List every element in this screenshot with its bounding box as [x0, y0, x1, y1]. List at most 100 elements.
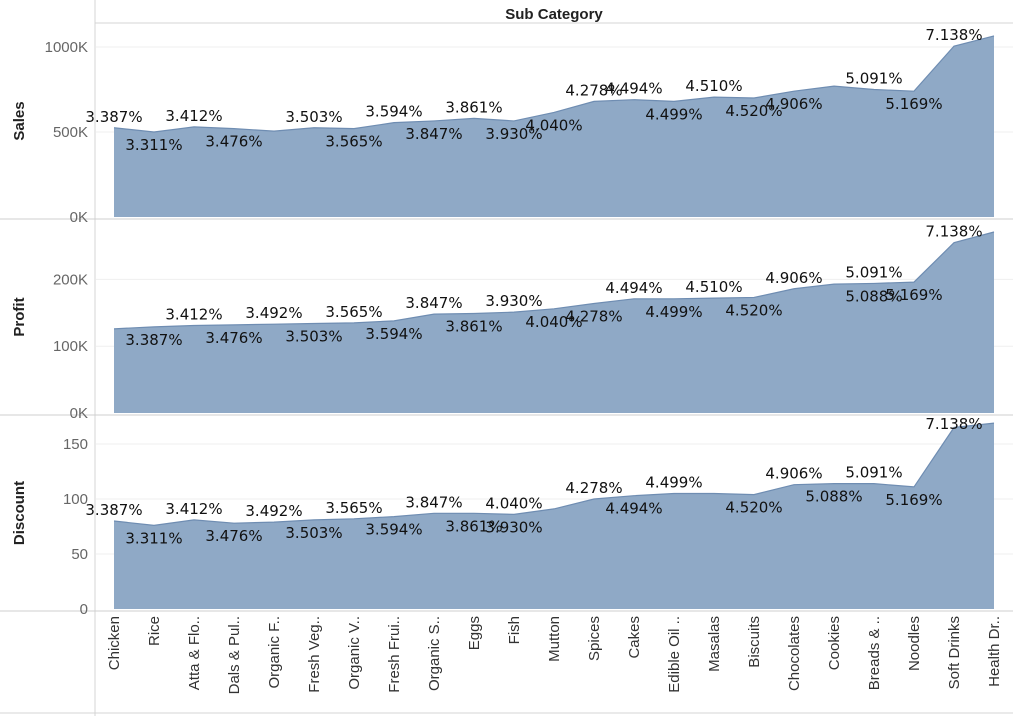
y-tick-label: 100K: [53, 338, 88, 355]
data-label: 3.311%: [125, 136, 182, 154]
x-tick-label: Rice: [146, 616, 163, 646]
y-tick-label: 200K: [53, 271, 88, 288]
x-tick-label: Biscuits: [746, 616, 763, 668]
data-label: 3.847%: [405, 125, 462, 143]
data-label: 4.520%: [725, 301, 782, 319]
data-label: 5.091%: [845, 263, 902, 281]
data-label: 5.169%: [885, 491, 942, 509]
x-tick-label: Organic V..: [346, 616, 363, 690]
data-label: 4.510%: [685, 77, 742, 95]
y-axis-title: Profit: [11, 297, 28, 336]
data-label: 4.520%: [725, 499, 782, 517]
data-label: 7.138%: [925, 26, 982, 44]
data-label: 3.387%: [85, 501, 142, 519]
data-label: 7.138%: [925, 415, 982, 433]
data-label: 3.594%: [365, 325, 422, 343]
y-tick-label: 0K: [70, 209, 88, 226]
data-label: 3.594%: [365, 521, 422, 539]
data-label: 3.861%: [445, 317, 502, 335]
x-tick-label: Atta & Flo..: [186, 616, 203, 690]
data-label: 3.503%: [285, 524, 342, 542]
y-tick-label: 150: [63, 436, 88, 453]
x-tick-label: Cakes: [626, 616, 643, 659]
data-label: 4.494%: [605, 500, 662, 518]
data-label: 4.499%: [645, 474, 702, 492]
data-label: 5.091%: [845, 70, 902, 88]
x-tick-label: Chicken: [106, 616, 123, 670]
area-series-line: [113, 35, 995, 133]
x-tick-label: Noodles: [906, 616, 923, 671]
data-label: 4.906%: [765, 465, 822, 483]
chart-title: Sub Category: [505, 6, 603, 23]
data-label: 3.594%: [365, 103, 422, 121]
area-series-line: [113, 422, 995, 527]
data-label: 4.520%: [725, 102, 782, 120]
data-label: 3.387%: [125, 331, 182, 349]
data-label: 3.847%: [405, 493, 462, 511]
data-label: 5.169%: [885, 95, 942, 113]
data-label: 4.510%: [685, 278, 742, 296]
panel-sales: 0K 500K 1000K Sales 3.387% 3.311% 3.412% 3.476%…: [0, 26, 1013, 226]
data-label: 4.040%: [525, 116, 582, 134]
data-label: 3.476%: [205, 133, 262, 151]
data-label: 3.476%: [205, 527, 262, 545]
y-tick-label: 0: [80, 601, 88, 618]
data-label: 4.499%: [645, 303, 702, 321]
data-label: 3.503%: [285, 328, 342, 346]
x-tick-label: Organic F..: [266, 616, 283, 689]
data-label: 3.565%: [325, 303, 382, 321]
x-tick-label: Organic S..: [426, 616, 443, 691]
data-label: 3.492%: [245, 304, 302, 322]
x-tick-label: Cookies: [826, 616, 843, 670]
data-label: 4.040%: [485, 494, 542, 512]
y-tick-label: 50: [71, 546, 88, 563]
data-label: 3.565%: [325, 133, 382, 151]
data-label: 4.494%: [605, 279, 662, 297]
data-label: 3.930%: [485, 518, 542, 536]
x-tick-label: Fresh Veg..: [306, 616, 323, 693]
data-label: 3.412%: [165, 306, 222, 324]
area-series: [114, 35, 994, 218]
data-label: 3.930%: [485, 125, 542, 143]
y-tick-label: 1000K: [45, 39, 88, 56]
x-tick-label: Chocolates: [786, 616, 803, 691]
x-tick-label: Soft Drinks: [946, 616, 963, 689]
area-series-line: [113, 231, 995, 330]
x-tick-label: Dals & Pul..: [226, 616, 243, 694]
data-label: 3.476%: [205, 329, 262, 347]
panel-discount: 0 50 100 150 Discount 3.387% 3.311% 3.412% 3.476…: [0, 415, 1013, 618]
data-label: 3.930%: [485, 292, 542, 310]
data-label: 4.494%: [605, 80, 662, 98]
data-label: 3.412%: [165, 107, 222, 125]
area-series: [114, 423, 994, 609]
data-label: 3.311%: [125, 529, 182, 547]
x-tick-label: Masalas: [706, 616, 723, 672]
y-axis-title: Sales: [11, 101, 28, 140]
x-tick-label: Spices: [586, 616, 603, 661]
data-label: 4.906%: [765, 95, 822, 113]
data-label: 4.278%: [565, 307, 622, 325]
y-tick-label: 100: [63, 491, 88, 508]
y-tick-label: 500K: [53, 124, 88, 141]
x-tick-label: Mutton: [546, 616, 563, 662]
y-tick-label: 0K: [70, 405, 88, 422]
x-tick-label: Health Dr..: [986, 616, 1003, 687]
data-label: 3.861%: [445, 517, 502, 535]
x-tick-label: Eggs: [466, 616, 483, 650]
data-label: 3.412%: [165, 500, 222, 518]
data-label: 4.278%: [565, 479, 622, 497]
data-label: 3.565%: [325, 499, 382, 517]
x-tick-label: Edible Oil ..: [666, 616, 683, 693]
data-label: 5.088%: [845, 287, 902, 305]
area-series: [114, 232, 994, 413]
x-tick-label: Fresh Frui..: [386, 616, 403, 693]
x-tick-label: Breads & ..: [866, 616, 883, 690]
data-label: 4.499%: [645, 105, 702, 123]
data-label: 4.040%: [525, 313, 582, 331]
data-label: 3.492%: [245, 502, 302, 520]
data-label: 5.088%: [805, 488, 862, 506]
data-label: 3.503%: [285, 108, 342, 126]
y-axis-title: Discount: [11, 481, 28, 545]
x-tick-label: Fish: [506, 616, 523, 644]
